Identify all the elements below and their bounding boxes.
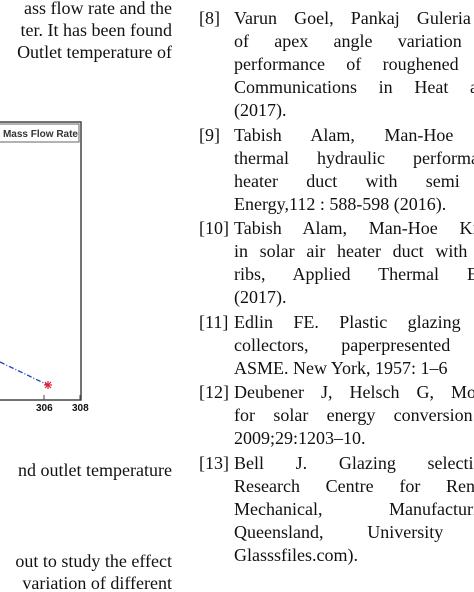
legend-box [0,123,80,143]
reference-line: Mechanical, Manufacturing [234,498,474,519]
series-line [0,361,49,386]
reference-line: thermal hydraulic performanc [234,147,474,168]
reference-line: Tabish Alam, Man-Hoe Kim, [234,218,474,238]
text-line: Outlet temperature of [17,42,172,62]
reference-line: 2009;29:1203–10. [234,428,366,448]
reference-label: [8] [199,8,220,28]
reference-line: Deubener J, Helsch G, Moise [234,382,474,402]
x-tick-label: 308 [72,403,89,414]
caption: nd outlet temperature [18,460,172,480]
reference-line: Bell J. Glazing selection. [234,452,474,473]
legend-label: Mass Flow Rate [3,129,78,140]
reference-line: Glasssfiles.com). [234,544,358,565]
reference-label: [11] [199,311,229,332]
reference-line: ribs, Applied Thermal Eng [234,264,474,284]
reference-label: [12] [199,382,229,402]
reference-line: Tabish Alam, Man-Hoe K [234,124,474,145]
reference-line: heater duct with semi e [234,170,474,191]
marker [44,381,52,389]
text-line: ter. It has been found [20,20,172,40]
reference-line: ASME. New York, 1957: 1–6 [234,357,448,378]
reference-line: Research Centre for Renew [234,475,474,496]
reference-line: Varun Goel, Pankaj Guleria a [234,8,474,28]
reference-line: (2017). [234,100,287,120]
figure: Mass Flow Rate [0,121,82,401]
reference-line: (2017). [234,287,287,307]
reference-label: [10] [199,218,229,238]
reference-line: Edlin FE. Plastic glazing fo [234,311,474,332]
reference-line: collectors, paperpresented at [234,334,474,355]
reference-label: [13] [199,452,229,473]
reference-line: for solar energy conversion : [234,405,474,425]
x-tick-label: 306 [36,403,53,414]
reference-line: Queensland, University o [234,521,474,542]
text-line: out to study the effect [15,551,172,571]
reference-line: performance of roughened tri [234,54,474,74]
reference-line: Communications in Heat and [234,77,474,97]
text-line: variation of different [22,573,172,592]
text-line: ass flow rate and the [24,0,172,18]
reference-line: of apex angle variation o [234,31,474,51]
reference-line: Energy,112 : 588-598 (2016). [234,193,447,214]
reference-label: [9] [199,124,220,145]
plot-frame [0,121,82,401]
reference-line: in solar air heater duct with co [234,241,474,261]
